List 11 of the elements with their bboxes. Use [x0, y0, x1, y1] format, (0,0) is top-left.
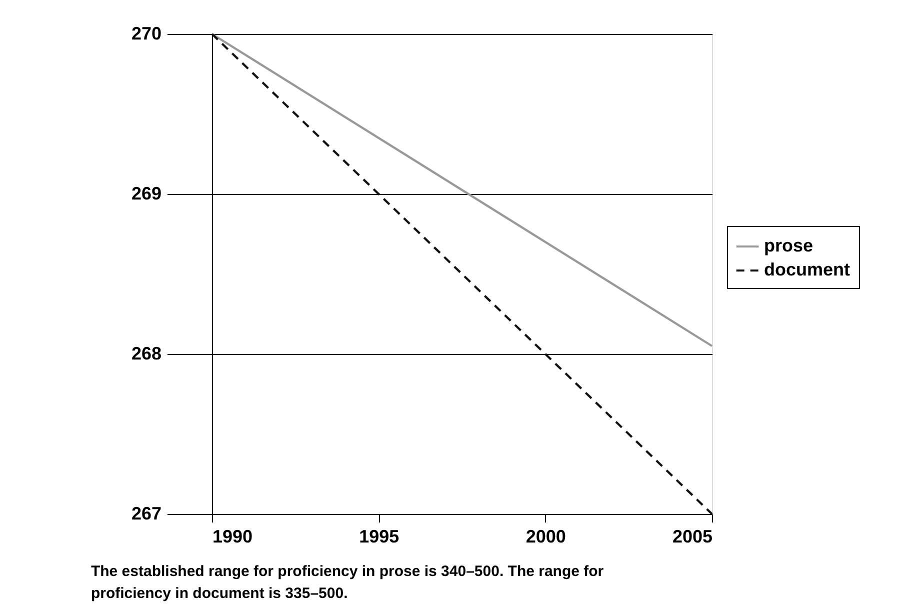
x-tick-label: 2000 [526, 526, 566, 546]
legend-label: document [764, 260, 850, 280]
y-tick-label: 267 [131, 504, 162, 524]
y-tick-label: 270 [131, 24, 162, 44]
y-tick-label: 268 [131, 344, 162, 364]
x-tick-label: 1995 [359, 526, 400, 546]
x-tick-label: 1990 [212, 526, 253, 546]
y-tick-label: 269 [131, 184, 162, 204]
x-tick-label: 2005 [672, 526, 712, 546]
text: The established range for proficiency in prose is 340–500. The range for proficiency in document is 335–500. [90, 563, 604, 602]
legend-label: prose [764, 236, 814, 256]
